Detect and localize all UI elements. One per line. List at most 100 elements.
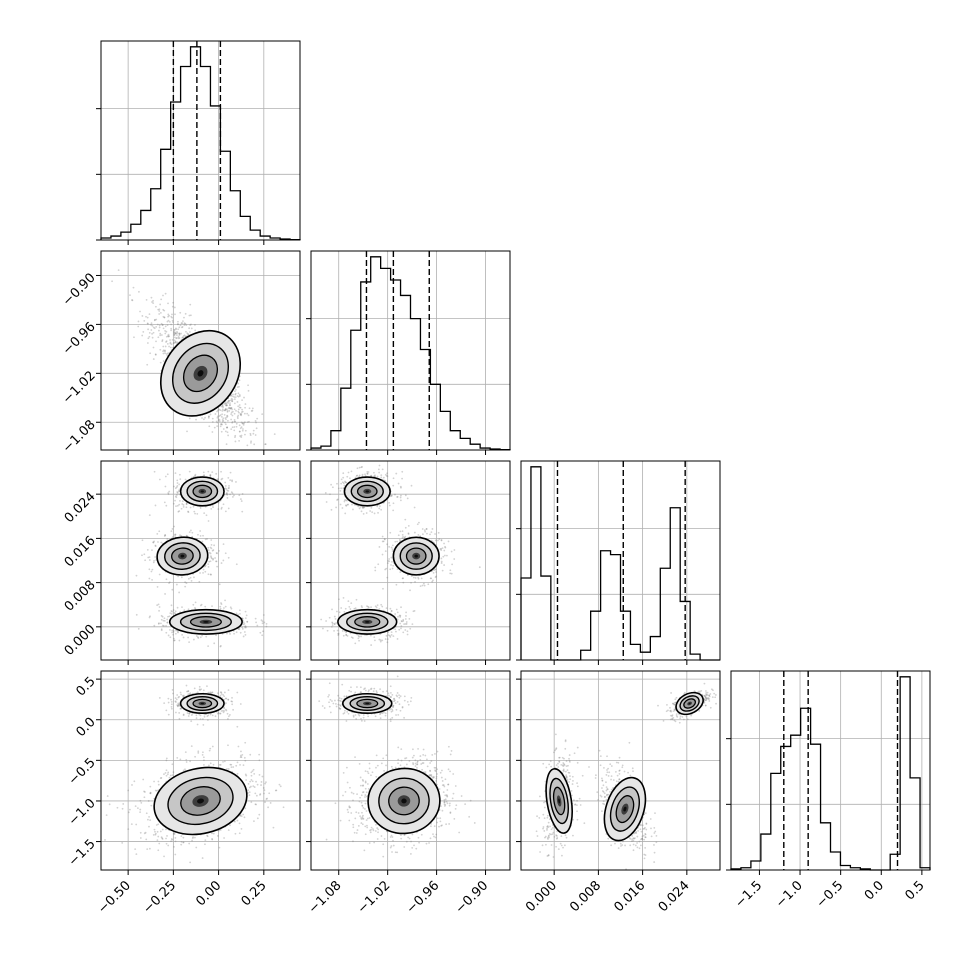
scatter-point — [244, 407, 246, 409]
scatter-point — [387, 560, 389, 562]
scatter-point — [166, 538, 168, 540]
scatter-point — [359, 508, 361, 510]
scatter-point — [207, 471, 209, 473]
scatter-point — [225, 709, 227, 711]
scatter-point — [216, 422, 218, 424]
scatter-point — [198, 581, 200, 583]
scatter-point — [176, 494, 178, 496]
scatter-point — [171, 703, 173, 705]
scatter-point — [230, 413, 232, 415]
scatter-point — [226, 415, 228, 417]
scatter-point — [180, 324, 182, 326]
scatter-point — [245, 430, 247, 432]
scatter-point — [171, 604, 173, 606]
scatter-point — [181, 576, 183, 578]
scatter-point — [393, 502, 395, 504]
scatter-point — [211, 605, 213, 607]
scatter-point — [153, 625, 155, 627]
scatter-point — [400, 495, 402, 497]
scatter-point — [380, 474, 382, 476]
scatter-point — [212, 715, 214, 717]
scatter-point — [202, 535, 204, 537]
scatter-point — [374, 513, 376, 515]
scatter-point — [435, 571, 437, 573]
scatter-point — [173, 486, 175, 488]
scatter-point — [224, 403, 226, 405]
scatter-point — [186, 761, 188, 763]
scatter-point — [191, 532, 193, 534]
scatter-point — [165, 486, 167, 488]
scatter-point — [409, 628, 411, 630]
scatter-point — [178, 334, 180, 336]
scatter-point — [167, 303, 169, 305]
scatter-point — [378, 472, 380, 474]
scatter-point — [432, 528, 434, 530]
scatter-point — [398, 629, 400, 631]
scatter-point — [196, 513, 198, 515]
scatter-point — [249, 791, 251, 793]
scatter-point — [226, 401, 228, 403]
scatter-point — [171, 610, 173, 612]
scatter-point — [172, 306, 174, 308]
scatter-point — [178, 337, 180, 339]
scatter-point — [147, 322, 149, 324]
scatter-point — [235, 481, 237, 483]
scatter-point — [325, 620, 327, 622]
scatter-point — [440, 549, 442, 551]
scatter-point — [203, 689, 205, 691]
scatter-point — [164, 502, 166, 504]
scatter-point — [441, 539, 443, 541]
scatter-point — [386, 543, 388, 545]
scatter-point — [185, 479, 187, 481]
scatter-point — [167, 324, 169, 326]
scatter-point — [255, 618, 257, 620]
scatter-point — [236, 426, 238, 428]
scatter-point — [146, 364, 148, 366]
scatter-point — [172, 321, 174, 323]
scatter-point — [382, 554, 384, 556]
scatter-point — [374, 570, 376, 572]
scatter-point — [215, 634, 217, 636]
scatter-point — [170, 347, 172, 349]
scatter-point — [219, 646, 221, 648]
scatter-point — [154, 471, 156, 473]
scatter-point — [228, 410, 230, 412]
scatter-point — [144, 559, 146, 561]
scatter-point — [408, 532, 410, 534]
scatter-point — [335, 618, 337, 620]
scatter-point — [225, 702, 227, 704]
scatter-point — [231, 400, 233, 402]
scatter-point — [212, 506, 214, 508]
scatter-point — [179, 718, 181, 720]
scatter-point — [133, 287, 135, 289]
scatter-point — [399, 615, 401, 617]
scatter-point — [244, 434, 246, 436]
scatter-point — [141, 554, 143, 556]
scatter-point — [223, 695, 225, 697]
scatter-point — [234, 390, 236, 392]
scatter-point — [245, 634, 247, 636]
scatter-point — [263, 614, 265, 616]
scatter-point — [351, 504, 353, 506]
scatter-point — [166, 769, 168, 771]
scatter-point — [377, 512, 379, 514]
scatter-panel-2-1 — [306, 460, 510, 665]
scatter-point — [204, 571, 206, 573]
scatter-point — [230, 472, 232, 474]
scatter-point — [189, 471, 191, 473]
scatter-point — [255, 422, 257, 424]
scatter-point — [118, 269, 120, 271]
scatter-point — [175, 610, 177, 612]
scatter-point — [221, 603, 223, 605]
scatter-point — [402, 536, 404, 538]
scatter-point — [334, 616, 336, 618]
scatter-point — [244, 631, 246, 633]
scatter-point — [233, 429, 235, 431]
scatter-point — [340, 607, 342, 609]
scatter-point — [448, 541, 450, 543]
scatter-point — [362, 507, 364, 509]
scatter-point — [191, 745, 193, 747]
scatter-point — [241, 411, 243, 413]
histogram-step-line — [521, 467, 720, 660]
scatter-point — [309, 771, 311, 773]
